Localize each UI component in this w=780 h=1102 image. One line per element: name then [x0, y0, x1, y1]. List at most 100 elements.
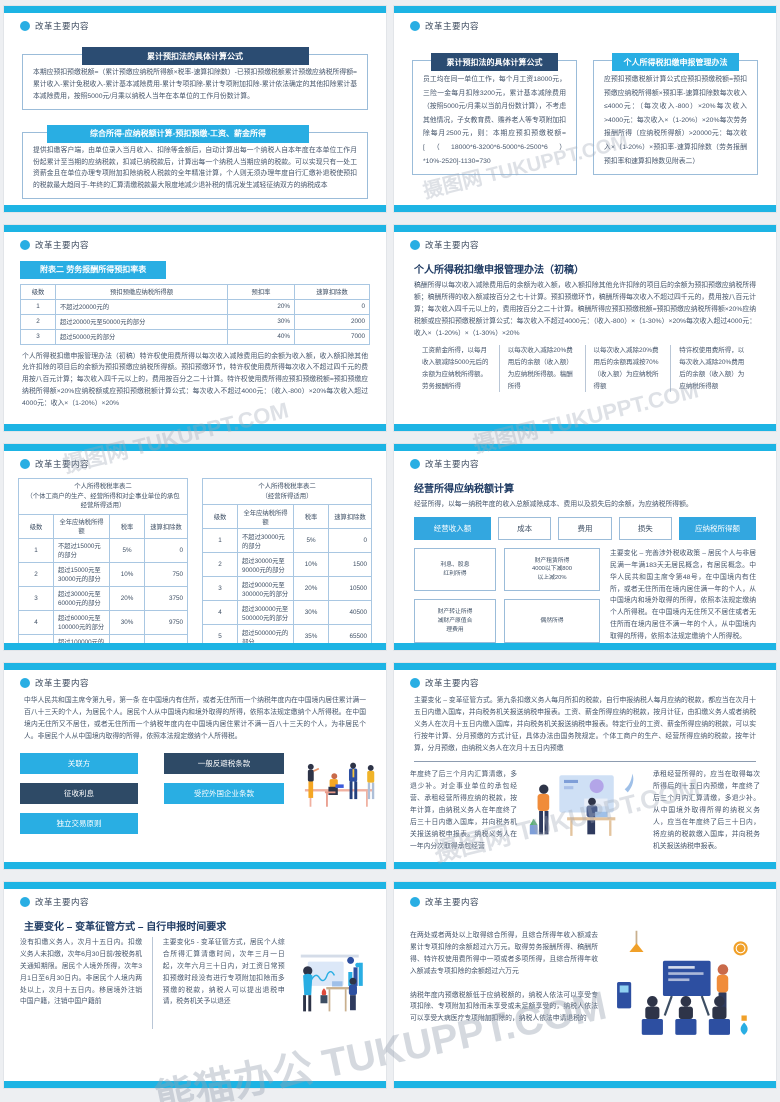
bullet-dot-icon [20, 459, 30, 469]
slide-accent-bar [394, 862, 776, 869]
slide-accent-bar [4, 1081, 386, 1088]
table-cell: 超过300000元至500000元的部分 [237, 600, 294, 626]
table-cell: 0 [144, 537, 188, 563]
table-cell: 4 [202, 600, 238, 626]
table-title: 个人所得税税率表二 （个体工商户的生产、经营所得和对企事业单位的承包 经营所得适… [18, 478, 188, 514]
table-cell: 10% [293, 552, 329, 578]
slide-accent-bar [4, 862, 386, 869]
table-header-cell: 全年应纳税所得额 [237, 504, 294, 530]
slide-thumbnail-6[interactable]: 改革主要内容 经营所得应纳税额计算 经营所得，以每一纳税年度的收入总额减除成本、… [393, 443, 777, 651]
column-text: 以每次收入减除20%费用后的余额（收入额）为应纳税所得额。稿酬所得 [498, 345, 585, 393]
table-cell: 5% [293, 528, 329, 554]
table-cell: 750 [144, 561, 188, 587]
slide-accent-bar [4, 663, 386, 670]
table-cell: 超过90000元至300000元的部分 [237, 576, 294, 602]
table-cell: 超过50000元的部分 [55, 328, 228, 345]
slide-accent-bar [394, 663, 776, 670]
table-cell: 2 [18, 561, 54, 587]
slide-thumbnail-10[interactable]: 改革主要内容 在两处或者两处以上取得综合所得，且综合所得年收入额减去累计专项扣除… [393, 881, 777, 1089]
bullet-dot-icon [410, 21, 420, 31]
slide-title: 个人所得税扣缴申报管理办法（初稿） [414, 265, 584, 276]
slide-accent-bar [394, 205, 776, 212]
slide-title: 主要变化 – 变革征管方式 – 自行申报时间要求 [24, 922, 227, 933]
income-box: 利息、股息 红利所得 [414, 547, 496, 592]
slide-thumbnail-2[interactable]: 改革主要内容 累计预扣法的具体计算公式 员工均在同一单位工作，每个月工资1800… [393, 5, 777, 213]
income-box: 偶然所得 [504, 599, 600, 644]
section-title: 改革主要内容 [35, 897, 90, 907]
slide-thumbnail-3[interactable]: 改革主要内容 附表二 劳务报酬所得预扣率表 级数 预扣预缴应纳税所得额 预扣率 速算扣… [3, 224, 387, 432]
slide-accent-bar [4, 882, 386, 889]
slide-paragraph: 主要变化 – 完善涉外税收政策 – 居民个人与非居民满一年满183天无居民概念，… [610, 549, 756, 641]
table-cell: 20% [227, 298, 295, 315]
section-title: 改革主要内容 [425, 897, 480, 907]
slide-thumbnail-9[interactable]: 改革主要内容 主要变化 – 变革征管方式 – 自行申报时间要求 没有扣缴义务人，… [3, 881, 387, 1089]
table-header-cell: 预扣率 [227, 283, 295, 300]
box-body: 提供扣缴客户端，由单位录入当月收入、扣除等金额后，自动计算出每一个纳税人自本年度… [33, 146, 357, 190]
table-header-cell: 速算扣除数 [294, 283, 370, 300]
table-cell: 1 [202, 528, 238, 554]
tag-label: 一般反避税条款 [164, 752, 284, 774]
table-cell: 0 [294, 298, 370, 315]
table-cell: 7000 [294, 328, 370, 345]
section-title: 改革主要内容 [35, 240, 90, 250]
column-text: 以每次收入减除20%费用后的余额再减按70%（收入额）为应纳税所得额 [584, 345, 671, 393]
office-desk-illustration [529, 774, 634, 837]
slide-section-header: 改革主要内容 [20, 20, 386, 32]
presentation-audience-illustration [617, 930, 748, 1035]
box-title: 累计预扣法的具体计算公式 [81, 47, 309, 65]
tag-label: 关联方 [20, 752, 138, 774]
slide-section-header: 改革主要内容 [410, 677, 776, 689]
table-row: 3 超过90000元至300000元的部分 20% 10500 [202, 576, 372, 602]
bullet-dot-icon [410, 459, 420, 469]
slide-thumbnail-7[interactable]: 改革主要内容 中华人民共和国主席令第九号，第一条 在中国境内有住所，或者无住所而… [3, 662, 387, 870]
method-box: 个人所得税扣缴申报管理办法 应预扣预缴税额计算公式应预扣预缴税额=预扣预缴应纳税… [593, 53, 758, 176]
table-cell: 5% [109, 537, 145, 563]
slide-thumbnail-5[interactable]: 改革主要内容 个人所得税税率表二 （个体工商户的生产、经营所得和对企事业单位的承… [3, 443, 387, 651]
slide-thumbnail-8[interactable]: 改革主要内容 主要变化 – 变革征管方式。第九条扣缴义务人每月所扣的税款，自行申… [393, 662, 777, 870]
table-header-cell: 速算扣除数 [328, 504, 372, 530]
tax-term-tags: 关联方 一般反避税条款 征收利息 受控外国企业条款 独立交易原则 [20, 752, 284, 834]
table-cell: 3 [18, 585, 54, 611]
slide-accent-bar [394, 225, 776, 232]
table-cell: 10% [109, 561, 145, 587]
slide-subtitle: 经营所得，以每一纳税年度的收入总额减除成本、费用以及损失后的余额，为应纳税所得额… [414, 501, 693, 508]
table-cell: 10500 [328, 576, 372, 602]
table-cell: 4 [18, 609, 54, 635]
rate-table: 级数 全年应纳税所得额 税率 速算扣除数 1 不超过30000元的部分 5% 0 2 超过3000… [202, 504, 372, 650]
box-title: 综合所得-应纳税额计算-预扣预缴-工资、薪金所得 [47, 124, 309, 143]
table-cell: 1 [20, 298, 56, 315]
slide-paragraph: 主要变化 – 变革征管方式。第九条扣缴义务人每月所扣的税款，自行申报纳税人每月应… [414, 697, 756, 752]
table-cell: 0 [328, 528, 372, 554]
table-header-cell: 全年应纳税所得额 [53, 513, 110, 539]
rate-table: 级数 全年应纳税所得额 税率 速算扣除数 1 不超过15000元的部分 5% 0 2 超过1500… [18, 513, 188, 650]
bullet-dot-icon [20, 897, 30, 907]
slide-thumbnail-1[interactable]: 改革主要内容 累计预扣法的具体计算公式 本期应预扣预缴税额=（累计预缴应纳税所得… [3, 5, 387, 213]
table-cell: 超过30000元至60000元的部分 [53, 585, 110, 611]
slide-section-header: 改革主要内容 [410, 896, 776, 908]
example-box: 累计预扣法的具体计算公式 员工均在同一单位工作，每个月工资18000元，三险一金… [412, 53, 577, 176]
slide-accent-bar [4, 205, 386, 212]
table-header-cell: 级数 [202, 504, 238, 530]
income-boxes: 利息、股息 红利所得 财产租赁所得 4000以下减800 以上减20% 财产转让… [414, 547, 600, 644]
table-title: 个人所得税税率表二 （经营所得适用） [202, 478, 372, 505]
table-cell: 超过60000元至100000元的部分 [53, 609, 110, 635]
income-box: 财产租赁所得 4000以下减800 以上减20% [504, 547, 600, 592]
tag-label: 独立交易原则 [20, 812, 138, 834]
box-body: 本期应预扣预缴税额=（累计预缴应纳税所得额×税率-速算扣除数）-已预扣预缴税额累… [33, 69, 357, 100]
divider [414, 761, 756, 763]
table-row: 3 超过50000元的部分 40% 7000 [20, 328, 370, 345]
slide-accent-bar [394, 424, 776, 431]
table-cell: 30% [109, 609, 145, 635]
slide-thumbnail-4[interactable]: 改革主要内容 个人所得税扣缴申报管理办法（初稿） 稿酬所得以每次收入减除费用后的… [393, 224, 777, 432]
slide-accent-bar [394, 1081, 776, 1088]
rate-table-left: 个人所得税税率表二 （个体工商户的生产、经营所得和对企事业单位的承包 经营所得适… [18, 478, 188, 650]
slide-accent-bar [4, 225, 386, 232]
flow-box: 应纳税所得额 [678, 516, 756, 540]
table-row: 4 超过300000元至500000元的部分 30% 40500 [202, 600, 372, 626]
table-cell: 1 [18, 537, 54, 563]
table-header-cell: 级数 [20, 283, 56, 300]
income-type-columns: 工资薪金所得，以每月收入额减除5000元后的余额为应纳税所得额。劳务报酬所得 以… [414, 345, 756, 393]
box-body: 员工均在同一单位工作，每个月工资18000元，三险一金每月扣除3200元，累计基… [423, 76, 566, 165]
table-cell: 40500 [328, 600, 372, 626]
column-text: 特许权使用费所得，以每次收入减除20%费用后的余额（收入额）为应纳税所得额 [670, 345, 756, 393]
